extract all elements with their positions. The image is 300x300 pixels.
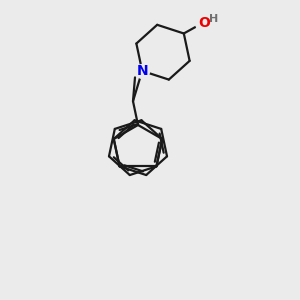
Text: H: H [209, 14, 218, 25]
Text: N: N [136, 64, 148, 78]
Text: O: O [198, 16, 210, 31]
